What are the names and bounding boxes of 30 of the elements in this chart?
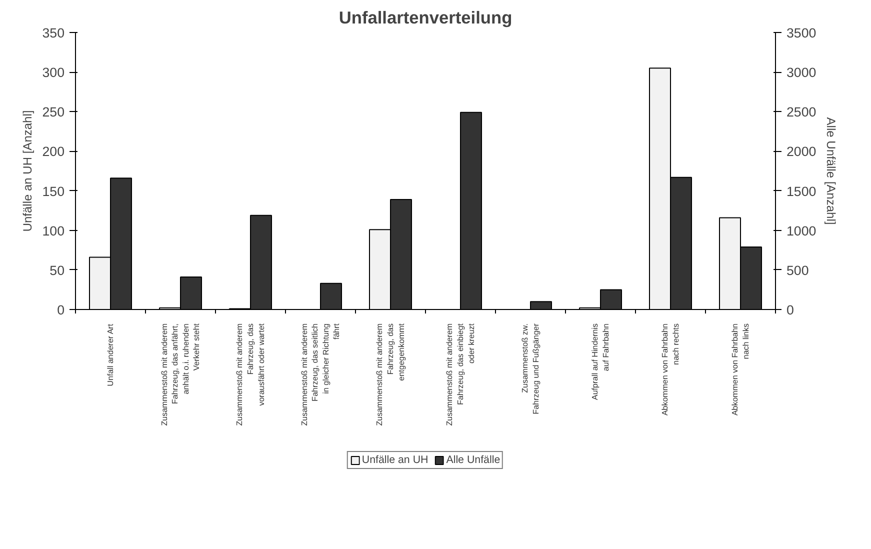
x-tick-label: Aufprall auf Hindernis auf Fahrbahn <box>590 323 610 400</box>
y2-tick-label: 2000 <box>786 144 816 160</box>
chart-title: Unfallartenverteilung <box>338 8 512 28</box>
y2-tick-label: 1000 <box>786 223 816 238</box>
y-tick-label: 100 <box>42 223 65 238</box>
y-tick-label: 300 <box>42 65 65 80</box>
y2-tick-label: 3500 <box>786 26 816 40</box>
y2-tick-label: 1500 <box>786 184 816 199</box>
x-tick-label: Zusammenstoß mit anderem Fahrzeug, das einbiegt oder kreuzt <box>445 322 476 426</box>
y-axis-title: Unfälle an UH [Anzahl] <box>20 110 34 232</box>
y-tick-label: 150 <box>42 184 65 199</box>
y2-tick-label: 2500 <box>786 104 816 120</box>
x-tick-label: Zusammenstoß mit anderem Fahrzeug, das seitlich in gleicher Richtung fährt <box>300 322 342 426</box>
x-tick-label: Unfall anderer Art <box>106 323 115 386</box>
y-tick-label: 350 <box>42 26 65 40</box>
legend-label: Unfälle an UH <box>362 454 428 466</box>
y2-tick-label: 500 <box>786 262 809 278</box>
y-tick-label: 0 <box>57 302 65 318</box>
x-tick-label: Zusammenstoß mit anderem Fahrzeug, das vorausfährt oder wartet <box>235 322 266 426</box>
y-tick-label: 200 <box>42 144 65 160</box>
x-tick-label: Abkommen von Fahrbahn nach rechts <box>660 323 680 416</box>
y-tick-label: 250 <box>42 104 65 120</box>
y2-tick-label: 0 <box>786 302 794 318</box>
legend-label: Alle Unfälle <box>446 454 500 466</box>
y-tick-label: 50 <box>50 262 65 278</box>
x-tick-label: Abkommen von Fahrbahn nach links <box>730 323 750 416</box>
y2-tick-label: 3000 <box>786 65 816 80</box>
x-tick-label: Zusammenstoß mit anderem Fahrzeug, das anfährt, anhält o.i. ruhenden Verkehr steht <box>160 322 202 426</box>
y2-axis-title: Alle Unfälle [Anzahl] <box>824 117 838 225</box>
x-tick-label: Zusammenstoß mit anderem Fahrzeug, das entgegenkommt <box>375 322 406 426</box>
